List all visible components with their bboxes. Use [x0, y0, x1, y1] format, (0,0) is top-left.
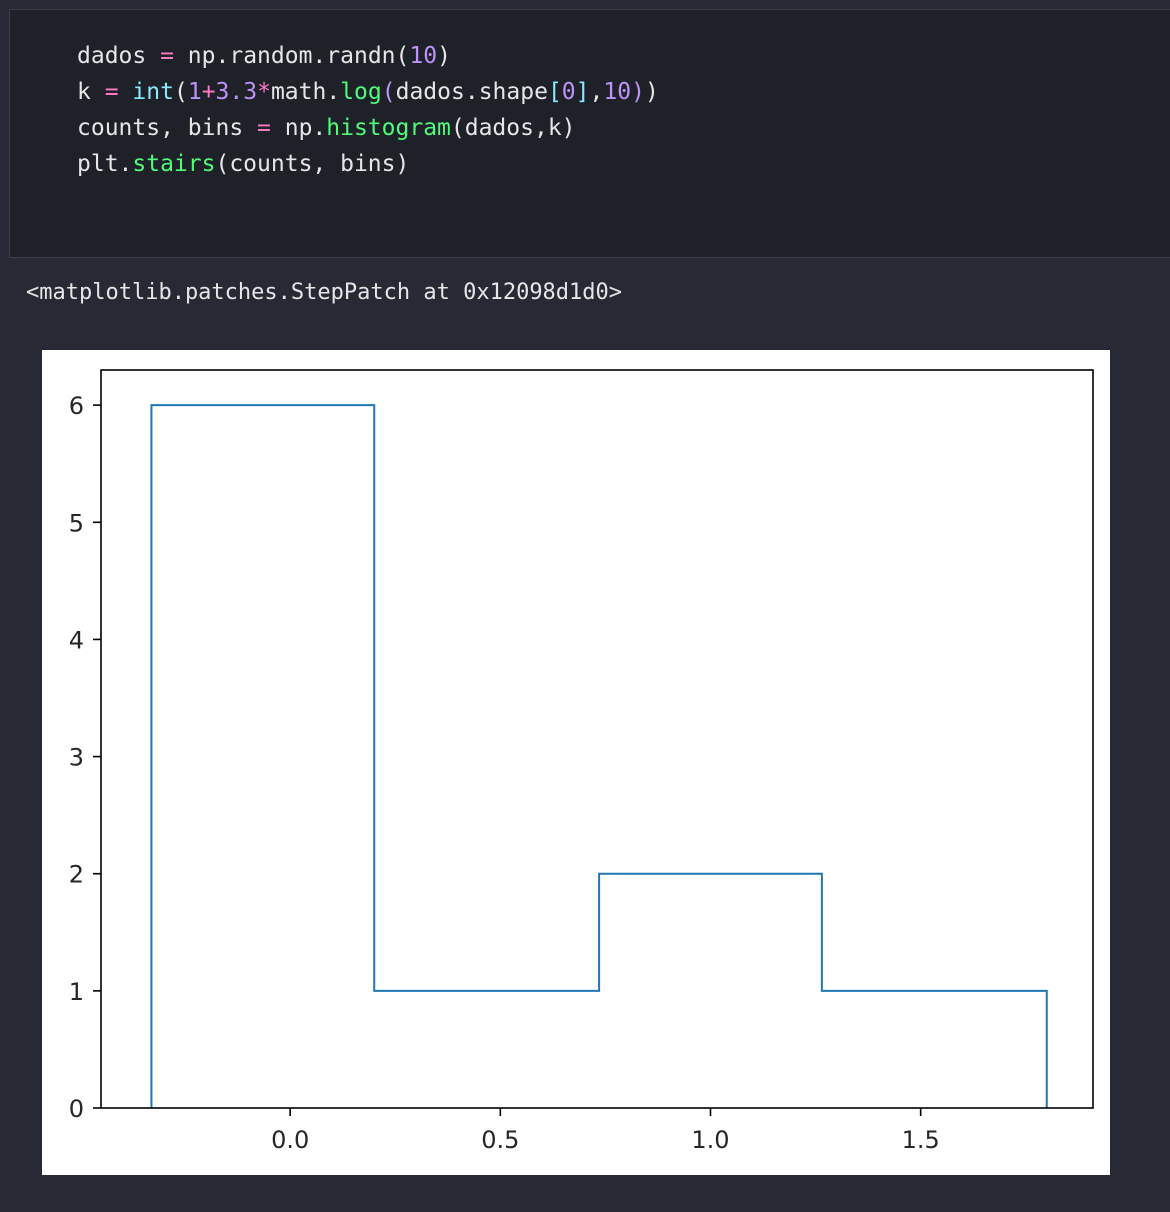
x-tick-label: 0.5 — [481, 1126, 519, 1154]
code-editor[interactable]: dados = np.random.randn(10) k = int(1+3.3… — [77, 38, 659, 182]
code-line[interactable]: counts, bins = np.histogram(dados,k) — [77, 110, 659, 146]
code-token: ) — [644, 79, 659, 105]
code-token: 3.3 — [215, 79, 258, 105]
code-cell[interactable]: dados = np.random.randn(10) k = int(1+3.3… — [9, 9, 1170, 258]
code-token: (counts, bins) — [215, 151, 410, 177]
x-tick-label: 1.0 — [691, 1126, 729, 1154]
plot-output: 0.0 0.5 1.0 1.5 0 1 2 3 4 5 6 — [42, 350, 1110, 1175]
code-token: int — [132, 79, 174, 105]
code-token: dados.shape — [395, 79, 548, 105]
code-token: log — [340, 79, 382, 105]
code-token: = — [257, 115, 271, 141]
code-token: [ — [547, 79, 562, 105]
code-token: counts, bins — [77, 115, 258, 141]
code-token: * — [257, 79, 271, 105]
code-token: (dados,k) — [450, 115, 576, 141]
code-token: histogram — [326, 115, 451, 141]
stairs-line — [150, 404, 1048, 1108]
code-token: ) — [631, 79, 645, 105]
y-tick-label: 0 — [69, 1095, 84, 1123]
code-token: np. — [270, 115, 327, 141]
y-tick-label: 1 — [69, 978, 84, 1006]
code-line[interactable]: k = int(1+3.3*math.log(dados.shape[0],10… — [77, 74, 659, 110]
x-tick-label: 1.5 — [902, 1126, 940, 1154]
y-tick-label: 5 — [69, 509, 84, 537]
y-tick-label: 4 — [69, 626, 84, 654]
code-token: plt. — [77, 151, 133, 177]
code-token: ( — [381, 79, 396, 105]
y-tick-label: 2 — [69, 861, 84, 889]
code-line[interactable]: dados = np.random.randn(10) — [77, 38, 659, 74]
code-token: dados — [77, 43, 161, 69]
code-token: math. — [270, 79, 341, 105]
code-token: 10 — [603, 79, 632, 105]
code-token: 1 — [187, 79, 202, 105]
histogram-chart: 0.0 0.5 1.0 1.5 0 1 2 3 4 5 6 — [69, 369, 1094, 1154]
code-token: ( — [173, 79, 188, 105]
code-token: ] — [575, 79, 590, 105]
code-token: ) — [437, 43, 451, 69]
axes-frame — [100, 369, 1094, 1109]
code-token: 10 — [409, 43, 438, 69]
code-token: stairs — [132, 151, 216, 177]
code-token: = — [160, 43, 174, 69]
code-token: = — [104, 79, 119, 105]
code-token: k — [77, 79, 105, 105]
code-token: 0 — [561, 79, 576, 105]
code-token: , — [589, 79, 604, 105]
code-token: ( — [395, 43, 410, 69]
y-tick-label: 3 — [69, 744, 84, 772]
code-token — [119, 79, 133, 105]
code-token: + — [201, 79, 216, 105]
code-token: np.random.randn — [173, 43, 396, 69]
x-tick-label: 0.0 — [271, 1126, 309, 1154]
code-line[interactable]: plt.stairs(counts, bins) — [77, 146, 659, 182]
y-tick-label: 6 — [69, 392, 84, 420]
cell-output-repr: <matplotlib.patches.StepPatch at 0x12098… — [26, 280, 623, 305]
